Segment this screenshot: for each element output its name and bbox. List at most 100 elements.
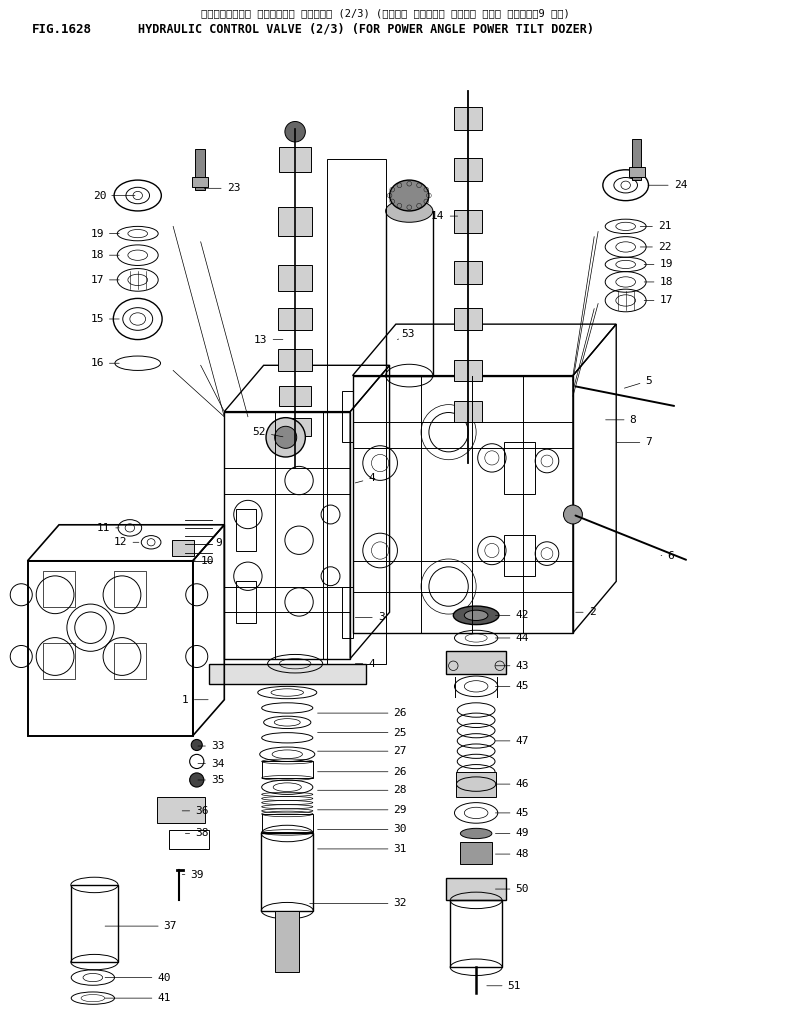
Bar xyxy=(450,900,502,967)
Bar xyxy=(236,509,256,551)
Text: 36: 36 xyxy=(183,806,209,816)
Text: 47: 47 xyxy=(496,736,529,746)
Text: 39: 39 xyxy=(183,870,204,880)
Text: 46: 46 xyxy=(496,779,529,789)
Bar xyxy=(28,561,193,736)
Bar xyxy=(195,149,205,190)
Text: 15: 15 xyxy=(91,314,119,324)
Bar xyxy=(114,571,146,607)
Text: 11: 11 xyxy=(97,523,119,533)
Text: 40: 40 xyxy=(105,972,171,983)
Bar xyxy=(157,797,205,823)
Bar xyxy=(353,376,573,633)
Bar xyxy=(386,211,433,376)
Text: 26: 26 xyxy=(318,708,407,718)
Ellipse shape xyxy=(460,828,492,839)
Bar xyxy=(446,878,506,900)
Text: 16: 16 xyxy=(91,358,119,368)
Bar xyxy=(43,571,75,607)
Ellipse shape xyxy=(390,180,429,211)
Text: 13: 13 xyxy=(254,334,283,345)
Ellipse shape xyxy=(453,606,499,625)
Bar xyxy=(454,261,482,284)
Text: 18: 18 xyxy=(645,277,673,287)
Circle shape xyxy=(190,773,204,787)
Text: 2: 2 xyxy=(576,607,596,617)
Text: 24: 24 xyxy=(648,180,687,190)
Text: HYDRAULIC CONTROL VALVE (2/3) (FOR POWER ANGLE POWER TILT DOZER): HYDRAULIC CONTROL VALVE (2/3) (FOR POWER… xyxy=(138,23,593,36)
Text: 18: 18 xyxy=(91,250,119,260)
Text: 27: 27 xyxy=(318,746,407,756)
Text: 6: 6 xyxy=(661,551,674,561)
Bar xyxy=(224,412,350,659)
Bar xyxy=(454,360,482,381)
Text: 12: 12 xyxy=(114,537,139,547)
Text: ハイト・ロリック コントロール ハ・ルフ・ (2/3) (ハ・ワー アンク・ル ハ・ワー チルト ト・ーサ〉9 ヨウ): ハイト・ロリック コントロール ハ・ルフ・ (2/3) (ハ・ワー アンク・ル … xyxy=(201,8,570,19)
Text: 42: 42 xyxy=(496,610,529,620)
Text: 28: 28 xyxy=(318,785,407,795)
Text: 14: 14 xyxy=(431,211,457,221)
Text: 45: 45 xyxy=(496,808,529,818)
Circle shape xyxy=(563,505,582,524)
Text: 32: 32 xyxy=(310,898,407,909)
Bar xyxy=(342,391,353,442)
Bar xyxy=(504,442,535,494)
Text: 9: 9 xyxy=(207,538,222,548)
Text: 41: 41 xyxy=(105,993,171,1003)
Text: FIG.1628: FIG.1628 xyxy=(31,23,91,36)
Bar xyxy=(278,207,312,236)
Bar xyxy=(454,210,482,233)
Bar xyxy=(261,833,313,911)
Bar xyxy=(43,643,75,679)
Text: 31: 31 xyxy=(318,844,407,854)
Circle shape xyxy=(266,418,305,457)
Text: 5: 5 xyxy=(624,376,652,388)
Bar xyxy=(460,842,492,864)
Text: 30: 30 xyxy=(318,824,407,835)
Circle shape xyxy=(285,121,305,142)
Text: 4: 4 xyxy=(355,473,375,484)
Text: 50: 50 xyxy=(496,884,529,894)
Text: 34: 34 xyxy=(198,758,224,769)
Text: 45: 45 xyxy=(496,681,529,691)
Text: 17: 17 xyxy=(91,275,119,285)
Bar xyxy=(342,587,353,638)
Bar xyxy=(504,535,535,576)
Bar xyxy=(279,386,311,406)
Bar xyxy=(192,177,208,187)
Bar xyxy=(275,911,299,972)
Text: 49: 49 xyxy=(496,828,529,839)
Bar xyxy=(632,139,641,180)
Bar xyxy=(114,643,146,679)
Text: 26: 26 xyxy=(318,767,407,777)
Text: 8: 8 xyxy=(606,415,637,425)
Bar xyxy=(454,308,482,330)
Text: 20: 20 xyxy=(93,190,135,201)
Text: 52: 52 xyxy=(253,427,283,437)
Text: 19: 19 xyxy=(645,259,673,270)
Bar xyxy=(278,265,312,291)
Text: 25: 25 xyxy=(318,728,407,738)
Bar xyxy=(209,664,366,684)
Text: 3: 3 xyxy=(356,612,385,623)
Bar xyxy=(236,581,256,623)
Text: 10: 10 xyxy=(186,556,214,566)
Text: 43: 43 xyxy=(496,661,529,671)
Ellipse shape xyxy=(464,610,488,620)
Bar xyxy=(278,308,312,330)
Bar xyxy=(279,146,311,172)
Text: 44: 44 xyxy=(496,633,529,643)
Bar xyxy=(71,885,118,962)
Text: 51: 51 xyxy=(487,981,521,991)
Text: 17: 17 xyxy=(645,295,673,306)
Text: 19: 19 xyxy=(91,228,119,239)
Text: 7: 7 xyxy=(617,437,652,448)
Bar xyxy=(446,651,506,674)
Text: 48: 48 xyxy=(496,849,529,859)
Bar xyxy=(261,814,313,832)
Text: 37: 37 xyxy=(105,921,177,931)
Bar xyxy=(456,772,496,797)
Bar xyxy=(454,401,482,422)
Bar xyxy=(454,158,482,181)
Text: 53: 53 xyxy=(397,329,415,340)
